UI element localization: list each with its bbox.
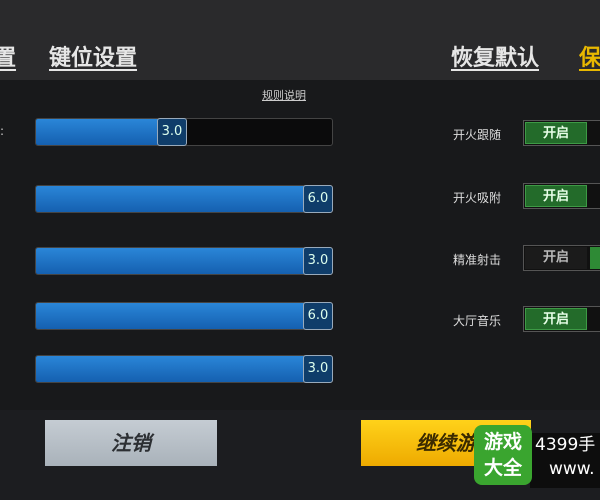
rules-link[interactable]: 规则说明 (262, 89, 306, 102)
slider[interactable]: 6.0 (35, 302, 333, 330)
cancel-button[interactable]: 注销 (45, 420, 217, 466)
tab-key-settings[interactable]: 键位设置 (49, 46, 138, 71)
toggle-on-button[interactable]: 开启 (525, 122, 587, 144)
slider-label: : (0, 124, 5, 138)
slider-thumb[interactable]: 3.0 (303, 247, 333, 275)
watermark: 4399手 www. (530, 433, 600, 488)
restore-default-button[interactable]: 恢复默认 (451, 46, 540, 71)
slider-fill (36, 303, 314, 329)
slider-fill (36, 119, 168, 145)
slider-thumb[interactable]: 3.0 (157, 118, 187, 146)
toggle-on-button[interactable]: 开启 (525, 308, 587, 330)
tab-settings-partial[interactable]: 置 (0, 46, 17, 71)
toggle-label: 精准射击 (453, 253, 502, 267)
toggle-label: 大厅音乐 (453, 314, 502, 328)
slider-fill (36, 186, 314, 212)
toggle-on-button[interactable]: 开启 (525, 185, 587, 207)
toggle-switch[interactable]: 开启 (523, 306, 600, 332)
toggle-switch[interactable]: 开启 (523, 183, 600, 209)
toggle-label: 开火吸附 (453, 191, 502, 205)
toggle-on-button[interactable]: 开启 (525, 247, 587, 269)
slider[interactable]: 3.0 (35, 118, 333, 146)
watermark-line2: www. (549, 459, 595, 479)
watermark-logo: 游戏 大全 (474, 425, 532, 485)
toggle-switch[interactable]: 开启 (523, 120, 600, 146)
slider-fill (36, 248, 314, 274)
top-bar: 置 键位设置 恢复默认 保 (0, 0, 600, 80)
save-button[interactable]: 保 (579, 46, 600, 71)
slider-thumb[interactable]: 6.0 (303, 185, 333, 213)
slider-thumb[interactable]: 6.0 (303, 302, 333, 330)
slider-thumb[interactable]: 3.0 (303, 355, 333, 383)
slider[interactable]: 6.0 (35, 185, 333, 213)
slider-fill (36, 356, 314, 382)
toggle-switch[interactable]: 开启 (523, 245, 600, 271)
toggle-off-indicator (590, 247, 600, 269)
slider[interactable]: 3.0 (35, 355, 333, 383)
watermark-line1: 4399手 (535, 435, 596, 455)
toggle-label: 开火跟随 (453, 128, 502, 142)
slider[interactable]: 3.0 (35, 247, 333, 275)
